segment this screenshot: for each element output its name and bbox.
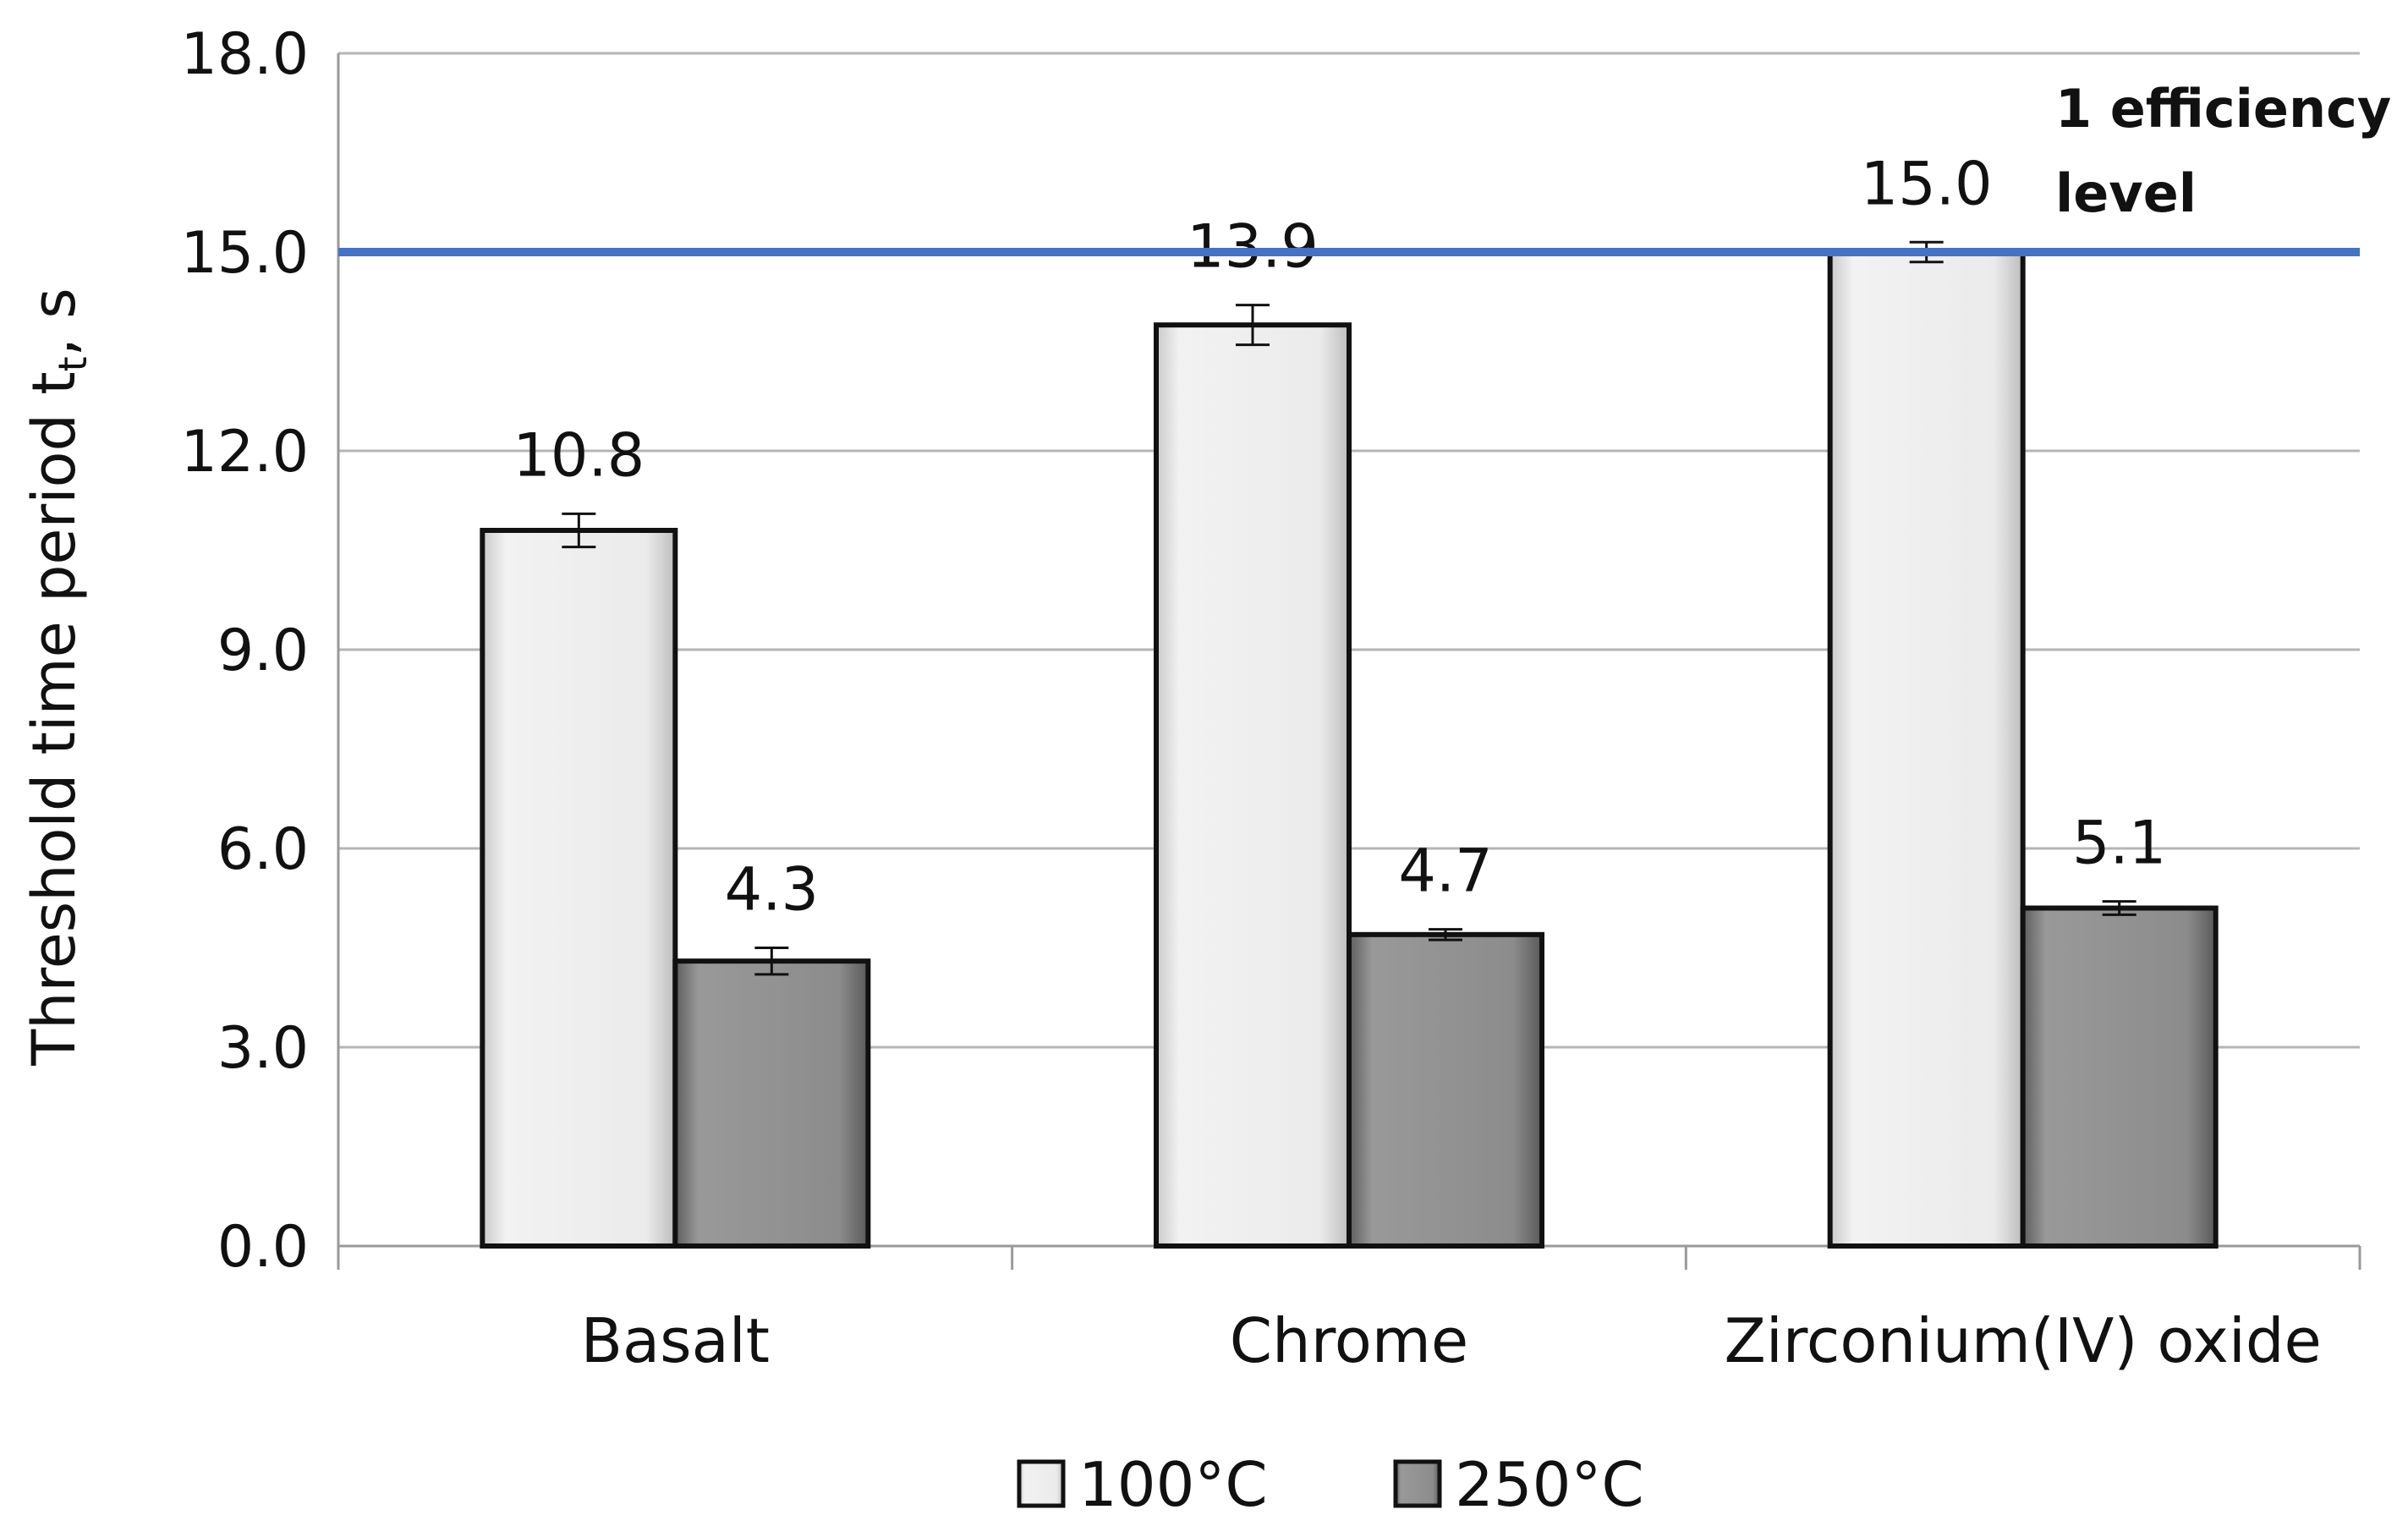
bar-zirconium-iv-oxide-0 — [1827, 250, 2026, 1249]
data-label: 5.1 — [2072, 809, 2166, 878]
bar-chrome-0 — [1154, 322, 1352, 1249]
y-tick-label: 6.0 — [217, 816, 309, 883]
legend-label: 250°C — [1455, 1449, 1644, 1520]
y-tick-label: 3.0 — [217, 1015, 309, 1082]
reference-line-label-1: 1 efficiency — [2055, 78, 2391, 140]
category-label: Zirconium(IV) oxide — [1724, 1305, 2321, 1376]
y-tick-label: 9.0 — [217, 618, 309, 684]
y-axis-title: Threshold time period tt, s — [19, 288, 96, 1066]
category-labels: Basalt Chrome Zirconium(IV) oxide — [581, 1305, 2322, 1376]
reference-line-group: 1 efficiency level — [338, 78, 2391, 256]
bar-zirconium-iv-oxide-1 — [2020, 905, 2219, 1249]
bars — [480, 250, 2219, 1249]
category-label: Basalt — [581, 1305, 770, 1376]
x-axis — [337, 1246, 2361, 1270]
y-tick-labels: 0.0 3.0 6.0 9.0 12.0 15.0 18.0 — [181, 21, 309, 1281]
data-label: 4.3 — [725, 855, 819, 925]
category-label: Chrome — [1230, 1305, 1468, 1376]
data-label: 10.8 — [513, 420, 645, 490]
data-label: 13.9 — [1187, 212, 1319, 282]
y-tick-label: 12.0 — [181, 419, 309, 486]
y-axis-title-subscript: t — [50, 356, 96, 371]
legend-swatch — [1393, 1459, 1442, 1508]
y-axis-title-unit: , s — [19, 288, 89, 356]
data-labels: 10.8 4.3 13.9 4.7 15.0 5.1 — [513, 149, 2166, 924]
y-tick-label: 0.0 — [217, 1214, 309, 1281]
legend: 100°C 250°C — [1017, 1449, 1644, 1520]
legend-label: 100°C — [1078, 1449, 1268, 1520]
data-label: 4.7 — [1398, 837, 1492, 906]
error-bars — [562, 240, 2136, 976]
y-tick-label: 15.0 — [181, 220, 309, 287]
y-axis-title-main: Threshold time period t — [19, 371, 89, 1066]
reference-line-label-2: level — [2055, 162, 2197, 224]
data-label: 15.0 — [1861, 149, 1993, 218]
legend-swatch — [1017, 1459, 1066, 1508]
y-tick-label: 18.0 — [181, 21, 309, 88]
bar-basalt-0 — [480, 528, 678, 1249]
bar-basalt-1 — [672, 958, 871, 1249]
bar-chrome-1 — [1347, 931, 1544, 1249]
